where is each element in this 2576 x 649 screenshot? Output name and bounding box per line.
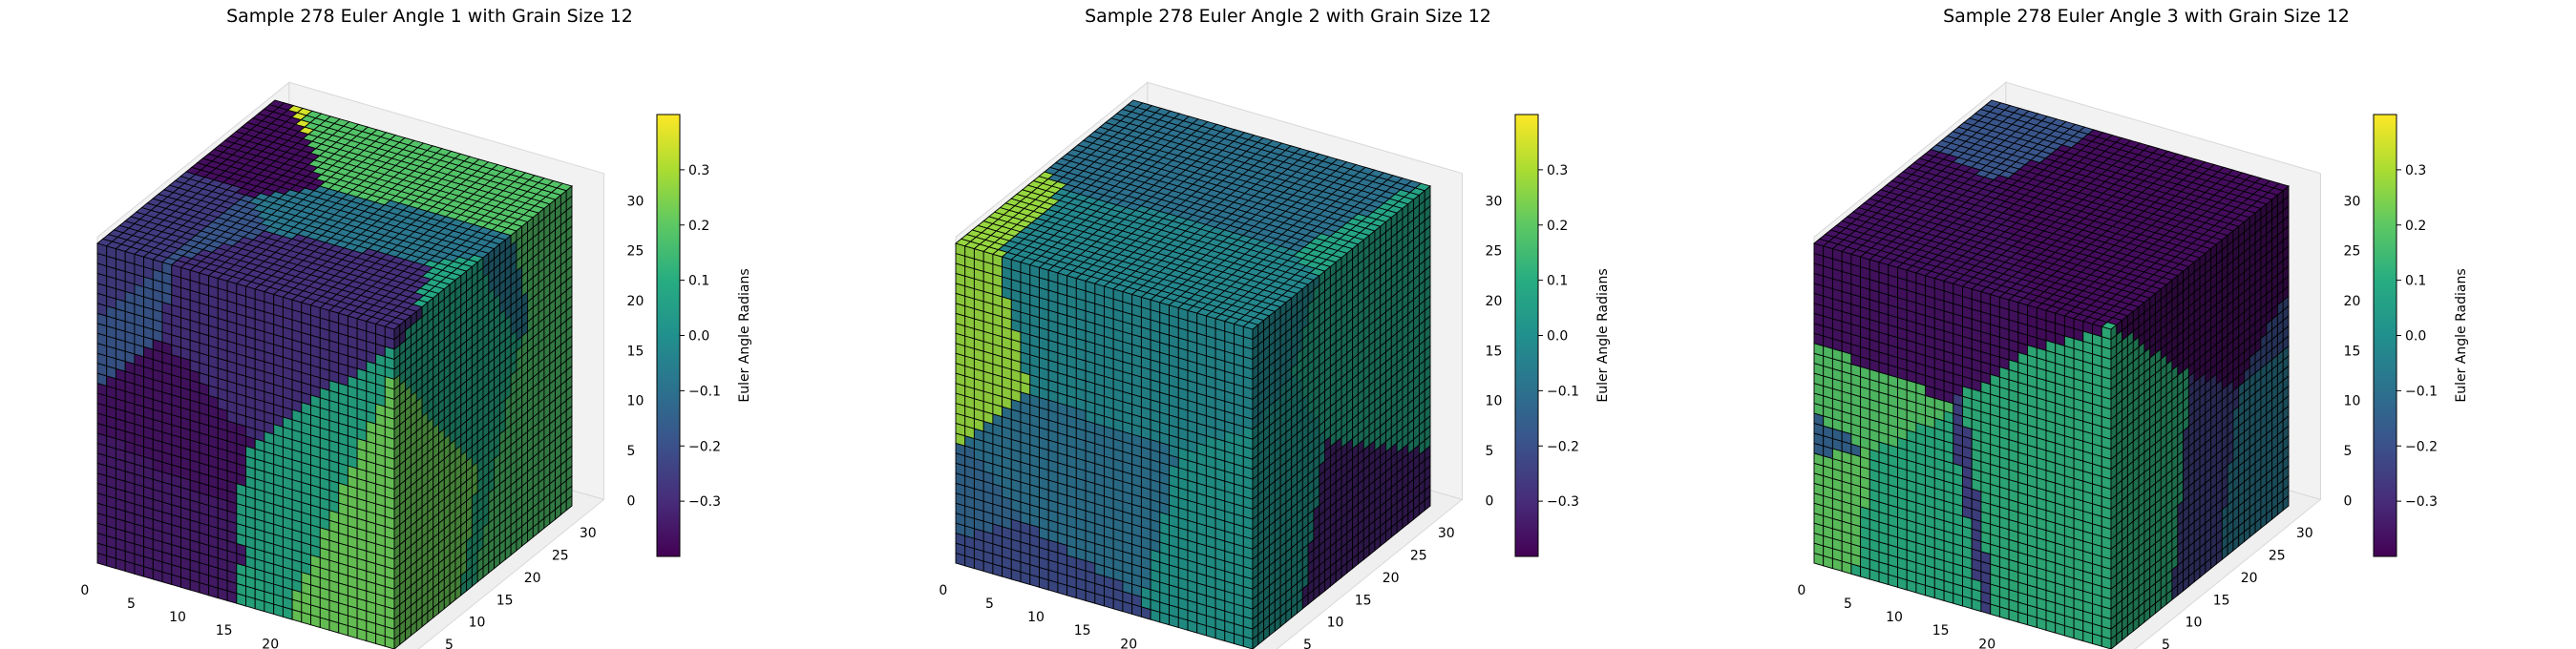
colorbar-label: Euler Angle Radians <box>1595 268 1611 402</box>
z-tick-label: 10 <box>627 394 644 409</box>
colorbar-tick-label: 0.1 <box>688 274 709 289</box>
y-tick-label: 20 <box>1383 571 1400 586</box>
y-tick-label: 30 <box>580 526 597 541</box>
colorbar-tick-label: 0.2 <box>1547 219 1568 234</box>
z-tick-label: 10 <box>1486 394 1503 409</box>
colorbar-tick-label: 0.0 <box>688 329 709 345</box>
tick-labels: 051015202530051015202530051015202530 <box>939 194 1502 649</box>
x-tick-label: 5 <box>1844 597 1852 612</box>
x-tick-label: 20 <box>1120 637 1137 649</box>
tick-labels: 051015202530051015202530051015202530 <box>80 194 644 649</box>
z-tick-label: 15 <box>2344 344 2361 359</box>
x-tick-label: 10 <box>1027 610 1045 625</box>
x-tick-label: 0 <box>939 583 947 598</box>
z-tick-label: 15 <box>1486 344 1503 359</box>
tick-labels: 051015202530051015202530051015202530 <box>1797 194 2360 649</box>
colorbar-tick-label: 0.0 <box>2405 329 2426 345</box>
y-tick-label: 25 <box>552 548 569 563</box>
y-tick-label: 10 <box>469 616 486 631</box>
z-tick-label: 10 <box>2344 394 2361 409</box>
chart-title: Sample 278 Euler Angle 3 with Grain Size… <box>1943 6 2350 27</box>
y-tick-label: 25 <box>1410 548 1427 563</box>
colorbar-ticks: 0.3 0.2 0.1 0.0 −0.1 −0.2 −0.3 <box>680 163 721 510</box>
colorbar-tick-label: 0.1 <box>1547 274 1568 289</box>
colorbar-tick-label: −0.3 <box>1547 494 1579 510</box>
voxel-faces <box>955 99 1431 649</box>
y-tick-label: 30 <box>1438 526 1455 541</box>
x-tick-label: 0 <box>80 583 89 598</box>
voxel-chart-2: 0510152025300510152025300510152025300.30… <box>939 81 1611 649</box>
x-tick-label: 0 <box>1797 583 1805 598</box>
colorbar-ticks: 0.3 0.2 0.1 0.0 −0.1 −0.2 −0.3 <box>1538 163 1579 510</box>
colorbar-tick-label: −0.2 <box>1547 439 1579 454</box>
colorbar-tick-label: 0.0 <box>1547 329 1568 345</box>
y-tick-label: 20 <box>524 571 541 586</box>
chart-panel-1: Sample 278 Euler Angle 1 with Grain Size… <box>0 0 859 649</box>
z-tick-label: 25 <box>2344 244 2361 260</box>
colorbar-tick-label: −0.1 <box>2405 384 2438 399</box>
y-tick-label: 10 <box>1327 616 1344 631</box>
colorbar <box>656 114 681 557</box>
x-tick-label: 15 <box>1932 623 1950 639</box>
colorbar <box>1514 114 1539 557</box>
z-tick-label: 5 <box>2344 444 2353 459</box>
colorbar-tick-label: 0.3 <box>688 163 709 178</box>
z-tick-label: 0 <box>2344 493 2353 509</box>
chart-panel-3: Sample 278 Euler Angle 3 with Grain Size… <box>1717 0 2576 649</box>
z-tick-label: 30 <box>1486 194 1503 209</box>
y-tick-label: 10 <box>2185 616 2203 631</box>
x-tick-label: 15 <box>216 623 233 639</box>
x-tick-label: 10 <box>169 610 186 625</box>
colorbar-tick-label: −0.2 <box>688 439 721 454</box>
colorbar-tick-label: −0.3 <box>2405 494 2438 510</box>
z-tick-label: 20 <box>2344 294 2361 309</box>
y-tick-label: 25 <box>2269 548 2286 563</box>
colorbar-tick-label: −0.3 <box>688 494 721 510</box>
colorbar-tick-label: −0.1 <box>688 384 721 399</box>
x-tick-label: 10 <box>1886 610 1903 625</box>
x-tick-label: 5 <box>985 597 994 612</box>
z-tick-label: 0 <box>1486 493 1494 509</box>
colorbar-label: Euler Angle Radians <box>737 268 752 402</box>
x-tick-label: 15 <box>1074 623 1091 639</box>
y-tick-label: 15 <box>496 593 514 608</box>
z-tick-label: 25 <box>1486 244 1503 260</box>
colorbar-tick-label: 0.2 <box>2405 219 2426 234</box>
y-tick-label: 5 <box>445 638 454 649</box>
chart-title: Sample 278 Euler Angle 1 with Grain Size… <box>226 6 633 27</box>
voxel-faces <box>1813 99 2290 649</box>
x-tick-label: 20 <box>262 637 279 649</box>
colorbar-tick-label: −0.2 <box>2405 439 2438 454</box>
z-tick-label: 20 <box>1486 294 1503 309</box>
colorbar <box>2373 114 2397 557</box>
z-tick-label: 30 <box>2344 194 2361 209</box>
z-tick-label: 5 <box>627 444 636 459</box>
voxel-chart-1: 0510152025300510152025300510152025300.30… <box>80 81 752 649</box>
colorbar-tick-label: 0.3 <box>1547 163 1568 178</box>
z-tick-label: 0 <box>627 493 636 509</box>
voxel-faces <box>96 99 573 649</box>
colorbar-tick-label: 0.3 <box>2405 163 2426 178</box>
colorbar-ticks: 0.3 0.2 0.1 0.0 −0.1 −0.2 −0.3 <box>2397 163 2438 510</box>
z-tick-label: 15 <box>627 344 644 359</box>
z-tick-label: 25 <box>627 244 644 260</box>
voxel-chart-3: 0510152025300510152025300510152025300.30… <box>1797 81 2469 649</box>
y-tick-label: 20 <box>2241 571 2258 586</box>
x-tick-label: 5 <box>127 597 136 612</box>
y-tick-label: 15 <box>1355 593 1372 608</box>
y-tick-label: 30 <box>2296 526 2313 541</box>
z-tick-label: 30 <box>627 194 644 209</box>
colorbar-tick-label: 0.1 <box>2405 274 2426 289</box>
z-tick-label: 20 <box>627 294 644 309</box>
colorbar-label: Euler Angle Radians <box>2454 268 2469 402</box>
y-tick-label: 5 <box>2162 638 2170 649</box>
colorbar-tick-label: 0.2 <box>688 219 709 234</box>
y-tick-label: 15 <box>2213 593 2230 608</box>
chart-panel-2: Sample 278 Euler Angle 2 with Grain Size… <box>858 0 1718 649</box>
x-tick-label: 20 <box>1978 637 1995 649</box>
colorbar-tick-label: −0.1 <box>1547 384 1579 399</box>
chart-title: Sample 278 Euler Angle 2 with Grain Size… <box>1085 6 1491 27</box>
z-tick-label: 5 <box>1486 444 1494 459</box>
y-tick-label: 5 <box>1303 638 1312 649</box>
